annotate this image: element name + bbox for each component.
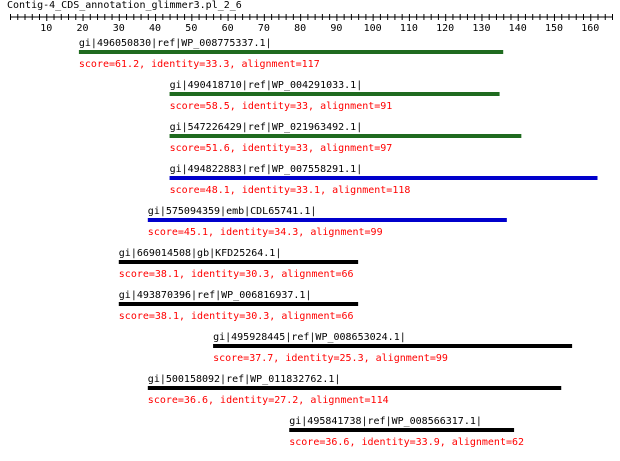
hit-score-label: score=61.2, identity=33.3, alignment=117 (79, 59, 320, 70)
hit-row: gi|493870396|ref|WP_006816937.1| score=38… (118, 290, 359, 322)
hit-alignment-bar (289, 428, 515, 432)
hit-score-label: score=45.1, identity=34.3, alignment=99 (148, 227, 383, 238)
hit-alignment-bar (147, 386, 562, 390)
hit-score-label: score=36.6, identity=33.9, alignment=62 (289, 437, 524, 448)
hit-accession: gi|495841738|ref|WP_008566317.1| (289, 416, 482, 427)
hit-row: gi|490418710|ref|WP_004291033.1| score=58… (169, 80, 500, 112)
hit-score-label: score=38.1, identity=30.3, alignment=66 (119, 269, 354, 280)
axis-tick-label: 140 (509, 23, 527, 34)
hit-accession: gi|500158092|ref|WP_011832762.1| (148, 374, 341, 385)
hit-accession: gi|575094359|emb|CDL65741.1| (148, 206, 317, 217)
axis-tick-label: 40 (149, 23, 161, 34)
axis-tick-label: 30 (113, 23, 125, 34)
hit-alignment-bar (118, 302, 359, 306)
hit-accession: gi|547226429|ref|WP_021963492.1| (170, 122, 363, 133)
hit-row: gi|495841738|ref|WP_008566317.1| score=36… (289, 416, 524, 448)
position-axis: 10 20 30 40 50 60 70 80 90 100 110 120 130 140 150 160 (10, 14, 613, 34)
axis-tick-label: 80 (294, 23, 306, 34)
hit-row: gi|500158092|ref|WP_011832762.1| score=36… (147, 374, 562, 406)
hit-alignment-bar (78, 50, 504, 54)
hit-row: gi|575094359|emb|CDL65741.1| score=45.1, … (147, 206, 507, 238)
axis-tick-label: 100 (364, 23, 382, 34)
axis-tick-label: 70 (258, 23, 270, 34)
hit-score-label: score=37.7, identity=25.3, alignment=99 (213, 353, 448, 364)
hit-accession: gi|496050830|ref|WP_008775337.1| (79, 38, 272, 49)
axis-tick-label: 130 (472, 23, 490, 34)
axis-tick-label: 90 (330, 23, 342, 34)
hit-score-label: score=51.6, identity=33, alignment=97 (170, 143, 393, 154)
axis-tick-label: 20 (77, 23, 89, 34)
hit-alignment-bar (213, 344, 573, 348)
axis-tick-label: 110 (400, 23, 418, 34)
hit-score-label: score=36.6, identity=27.2, alignment=114 (148, 395, 389, 406)
axis-tick-label: 120 (436, 23, 454, 34)
hit-accession: gi|490418710|ref|WP_004291033.1| (170, 80, 363, 91)
hit-accession: gi|669014508|gb|KFD25264.1| (119, 248, 282, 259)
hit-row: gi|496050830|ref|WP_008775337.1| score=61… (78, 38, 504, 70)
hit-score-label: score=38.1, identity=30.3, alignment=66 (119, 311, 354, 322)
axis-tick-label: 10 (40, 23, 52, 34)
hit-list: gi|496050830|ref|WP_008775337.1| score=61… (78, 38, 598, 448)
hit-alignment-bar (118, 260, 359, 264)
hit-row: gi|494822883|ref|WP_007558291.1| score=48… (169, 164, 598, 196)
hit-alignment-bar (169, 176, 598, 180)
hit-row: gi|547226429|ref|WP_021963492.1| score=51… (169, 122, 522, 154)
hit-row: gi|495928445|ref|WP_008653024.1| score=37… (213, 332, 573, 364)
hit-alignment-bar (147, 218, 507, 222)
hit-score-label: score=58.5, identity=33, alignment=91 (170, 101, 393, 112)
hit-row: gi|669014508|gb|KFD25264.1| score=38.1, i… (118, 248, 359, 280)
hit-alignment-bar (169, 92, 500, 96)
axis-tick-label: 160 (581, 23, 599, 34)
axis-tick-label: 50 (185, 23, 197, 34)
axis-tick-label: 150 (545, 23, 563, 34)
hit-accession: gi|495928445|ref|WP_008653024.1| (213, 332, 406, 343)
contig-title: Contig-4_CDS_annotation_glimmer3.pl_2_6 (7, 0, 242, 11)
axis-tick-label: 60 (222, 23, 234, 34)
hit-accession: gi|494822883|ref|WP_007558291.1| (170, 164, 363, 175)
hit-alignment-bar (169, 134, 522, 138)
hit-accession: gi|493870396|ref|WP_006816937.1| (119, 290, 312, 301)
hit-score-label: score=48.1, identity=33.1, alignment=118 (170, 185, 411, 196)
